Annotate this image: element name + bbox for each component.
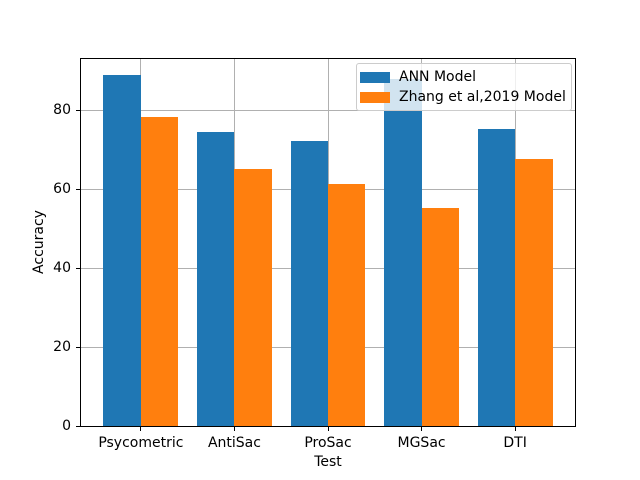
- ann-model-swatch: [360, 71, 390, 83]
- bar-ann-model-prosac: [290, 140, 328, 426]
- bar-zhang-model-mgsac: [421, 207, 459, 426]
- y-tick-label: 0: [62, 418, 71, 434]
- x-tick-label: MGSac: [397, 435, 446, 451]
- y-tick-label: 80: [53, 102, 71, 119]
- legend: ANN Model Zhang et al,2019 Model: [356, 63, 572, 111]
- y-tick-mark: [76, 268, 80, 270]
- plot-area: [80, 58, 576, 427]
- y-tick-label: 60: [53, 181, 71, 198]
- bar-ann-model-mgsac: [384, 78, 422, 426]
- bar-zhang-model-dti: [515, 159, 553, 426]
- bar-zhang-model-prosac: [328, 184, 366, 426]
- bar-ann-model-dti: [477, 129, 516, 426]
- y-tick-mark: [76, 189, 80, 191]
- y-tick-label: 40: [53, 260, 71, 277]
- legend-item-zhang-model: Zhang et al,2019 Model: [360, 88, 566, 106]
- bar-zhang-model-psycometric: [140, 116, 179, 426]
- y-tick-mark: [76, 347, 80, 349]
- legend-label-zhang-model: Zhang et al,2019 Model: [399, 89, 566, 105]
- x-tick-mark: [421, 427, 423, 431]
- bar-ann-model-antisac: [197, 132, 235, 426]
- x-tick-label: Psycometric: [98, 435, 184, 451]
- bar-zhang-model-antisac: [234, 169, 272, 426]
- x-tick-label: AntiSac: [207, 435, 261, 451]
- y-tick-mark: [76, 426, 80, 427]
- zhang-model-swatch: [360, 91, 390, 103]
- x-tick-label: ProSac: [304, 435, 352, 451]
- legend-label-ann-model: ANN Model: [399, 69, 477, 85]
- x-axis-label: Test: [314, 454, 342, 470]
- x-tick-mark: [233, 427, 235, 431]
- x-tick-mark: [514, 427, 516, 431]
- y-tick-mark: [76, 110, 80, 112]
- y-tick-label: 20: [53, 339, 71, 356]
- x-tick-mark: [327, 427, 329, 431]
- x-tick-mark: [140, 427, 142, 431]
- legend-item-ann-model: ANN Model: [360, 68, 565, 86]
- x-tick-label: DTI: [503, 435, 527, 451]
- bar-ann-model-psycometric: [103, 75, 141, 426]
